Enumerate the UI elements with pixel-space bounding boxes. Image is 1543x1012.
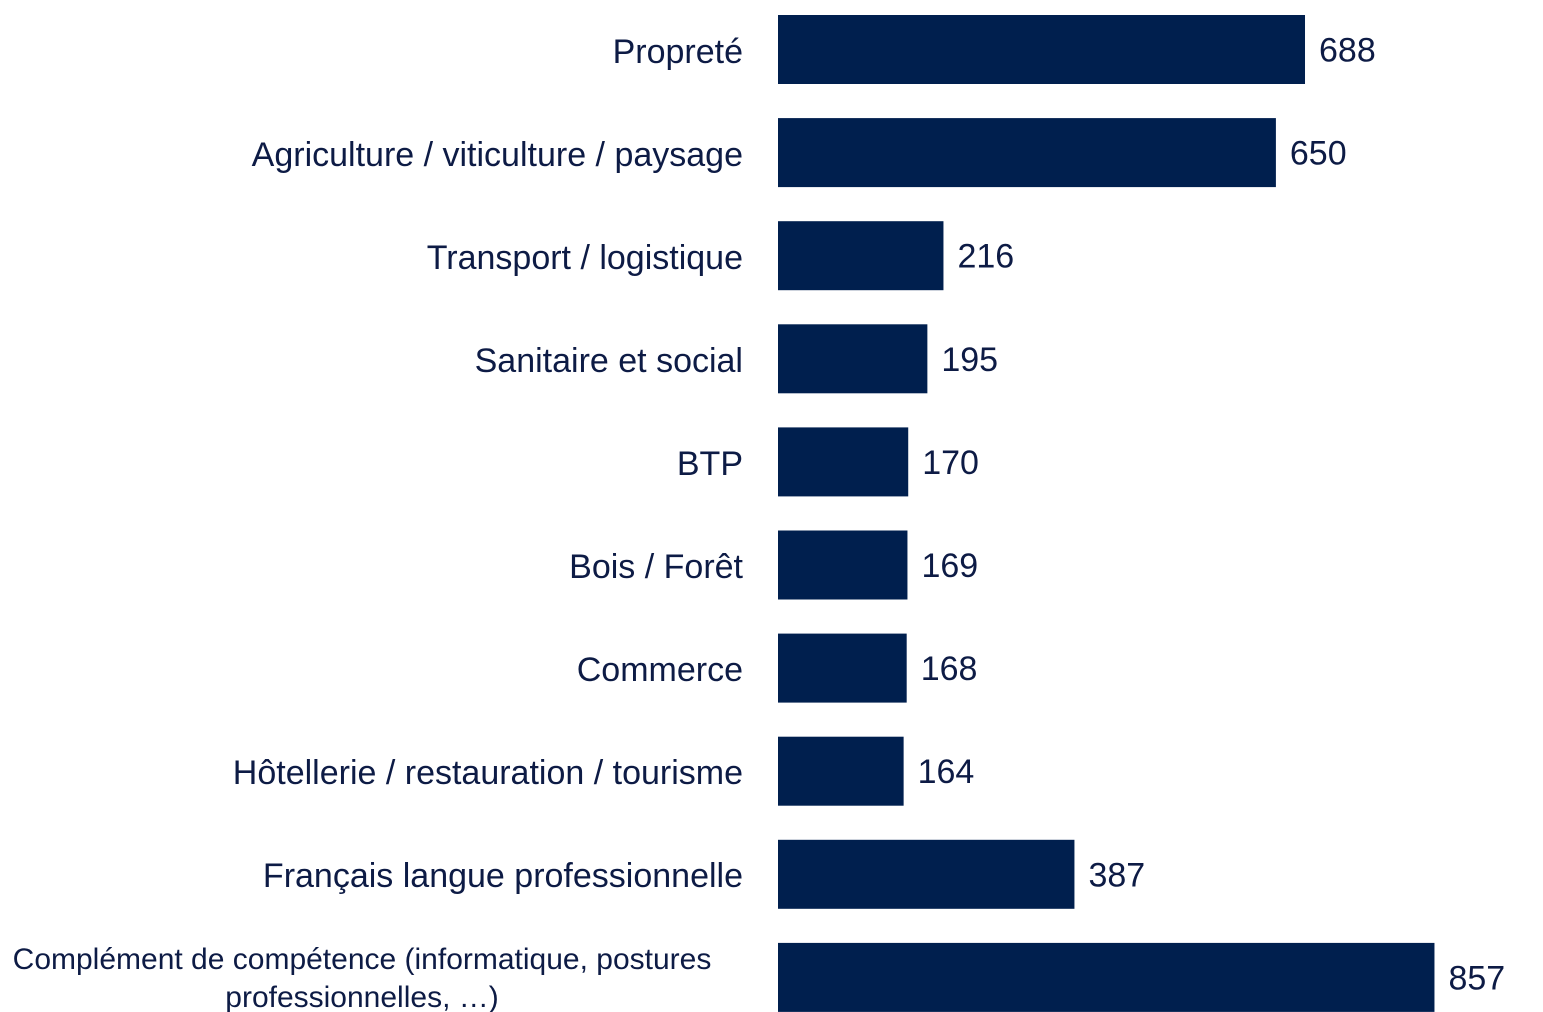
bar — [778, 942, 1435, 1012]
value-label: 688 — [1319, 31, 1376, 69]
value-label: 170 — [922, 444, 979, 482]
category-label: Sanitaire et social — [474, 341, 743, 380]
category-label: Hôtellerie / restauration / tourisme — [232, 754, 743, 793]
value-label: 216 — [957, 238, 1014, 276]
category-label: Complément de compétence (informatique, … — [12, 943, 712, 1012]
value-label: 857 — [1448, 959, 1505, 997]
bar — [778, 839, 1075, 909]
value-label: 168 — [921, 650, 978, 688]
value-label: 169 — [921, 547, 978, 585]
bar — [778, 118, 1276, 188]
bar — [778, 15, 1306, 84]
bar — [778, 530, 908, 600]
value-label: 650 — [1290, 135, 1347, 173]
category-label: Propreté — [612, 32, 743, 71]
value-label: 195 — [941, 341, 998, 379]
category-label: Transport / logistique — [426, 238, 743, 277]
value-label: 164 — [918, 753, 975, 791]
bar — [778, 736, 904, 806]
value-label: 387 — [1088, 856, 1145, 894]
bar — [778, 324, 928, 394]
bar — [778, 427, 909, 497]
bar — [778, 221, 944, 291]
bar — [778, 633, 907, 703]
category-label: Agriculture / viticulture / paysage — [251, 135, 743, 174]
category-label: BTP — [676, 444, 743, 483]
category-label: Bois / Forêt — [569, 548, 743, 586]
category-label: Commerce — [576, 651, 743, 690]
category-label: Français langue professionnelle — [262, 857, 743, 896]
